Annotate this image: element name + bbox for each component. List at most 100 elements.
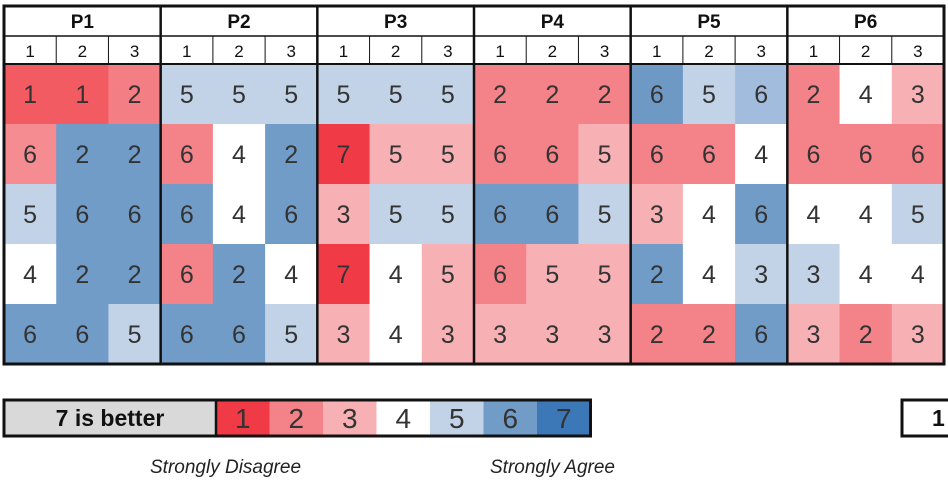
heatmap-cell	[4, 64, 57, 125]
column-header: 1	[339, 42, 348, 61]
heatmap-cell	[526, 124, 579, 185]
heatmap-cell	[160, 304, 214, 365]
heatmap-cell	[369, 304, 423, 365]
cell-value: 7	[336, 141, 350, 169]
column-header: 1	[652, 42, 661, 61]
cell-value: 2	[128, 81, 142, 109]
cell-value: 4	[911, 261, 925, 289]
cell-value: 1	[23, 81, 37, 109]
legend-swatch	[537, 400, 591, 436]
cell-value: 5	[598, 141, 612, 169]
legend-swatch	[216, 400, 270, 436]
cell-value: 5	[23, 201, 37, 229]
heatmap-cell	[212, 64, 266, 125]
cell-value: 4	[806, 201, 820, 229]
cell-value: 2	[232, 261, 246, 289]
heatmap-cell	[839, 244, 893, 305]
cell-value: 5	[284, 81, 298, 109]
legend-swatch	[376, 400, 431, 436]
cell-value: 6	[859, 141, 873, 169]
heatmap-cell	[212, 124, 266, 185]
heatmap-cell	[787, 124, 841, 185]
cell-value: 4	[23, 261, 37, 289]
heatmap-cell	[630, 244, 684, 305]
heatmap-cell	[787, 244, 841, 305]
group-header-p2: P2	[227, 12, 250, 33]
cell-value: 6	[493, 261, 507, 289]
cell-value: 6	[128, 201, 142, 229]
heatmap-cell	[160, 64, 214, 125]
cell-value: 4	[702, 261, 716, 289]
legend-swatch	[269, 400, 324, 436]
cell-value: 3	[911, 81, 925, 109]
heatmap-cell	[421, 184, 475, 245]
cell-value: 5	[284, 321, 298, 349]
heatmap-chart: 1 1 2 5 5 5 5 5 5 2 2 2 6 5 6 2 4 3 6 2 2 6 4 2 7 5 5 6 6 5 6 6 4 6 6 6 5 6 6 6…	[2, 4, 946, 366]
cell-value: 3	[545, 321, 559, 349]
heatmap-cell	[212, 244, 266, 305]
legend-value: 4	[395, 403, 411, 434]
heatmap-cell	[56, 304, 109, 365]
column-header: 2	[548, 42, 557, 61]
heatmap-cell	[56, 244, 109, 305]
heatmap-cell	[474, 124, 527, 185]
column-header: 1	[495, 42, 504, 61]
column-header: 3	[130, 42, 139, 61]
group-header-p6: P6	[854, 12, 877, 33]
heatmap-cell	[317, 244, 371, 305]
heatmap-cell	[421, 64, 475, 125]
heatmap-cell	[474, 244, 527, 305]
cell-value: 5	[702, 81, 716, 109]
legend-border	[2, 398, 592, 438]
partial-legend-box	[900, 398, 948, 438]
legend-value: 5	[449, 403, 465, 434]
cell-value: 2	[859, 321, 873, 349]
cell-value: 4	[389, 261, 403, 289]
cell-value: 5	[232, 81, 246, 109]
cell-value: 5	[911, 201, 925, 229]
cell-value: 5	[598, 261, 612, 289]
group-header-p3: P3	[384, 12, 407, 33]
heatmap-cell	[265, 304, 318, 365]
cell-value: 5	[598, 201, 612, 229]
heatmap-cell	[369, 124, 423, 185]
heatmap-cell	[265, 64, 318, 125]
column-header: 3	[913, 42, 922, 61]
heatmap-cell	[526, 304, 579, 365]
cell-value: 6	[180, 321, 194, 349]
cell-value: 3	[650, 201, 664, 229]
heatmap-cell	[630, 64, 684, 125]
cell-value: 7	[336, 261, 350, 289]
heatmap-cell	[474, 64, 527, 125]
heatmap-cell	[735, 304, 788, 365]
heatmap-cell	[630, 124, 684, 185]
cell-value: 1	[75, 81, 89, 109]
cell-value: 3	[806, 261, 820, 289]
cell-value: 4	[859, 261, 873, 289]
column-header: 3	[600, 42, 609, 61]
heatmap-cell	[839, 304, 893, 365]
column-header: 2	[704, 42, 713, 61]
cell-value: 2	[284, 141, 298, 169]
cell-value: 5	[336, 81, 350, 109]
cell-value: 6	[75, 321, 89, 349]
heatmap-cell	[4, 124, 57, 185]
cell-value: 6	[650, 141, 664, 169]
heatmap-cell	[891, 124, 945, 185]
cell-value: 6	[911, 141, 925, 169]
cell-value: 4	[859, 201, 873, 229]
cell-value: 2	[598, 81, 612, 109]
cell-value: 4	[702, 201, 716, 229]
heatmap-cell	[526, 244, 579, 305]
heatmap-cell	[682, 64, 736, 125]
cell-value: 3	[336, 201, 350, 229]
column-header: 1	[182, 42, 191, 61]
heatmap-cell	[421, 124, 475, 185]
group-header-p1: P1	[71, 12, 95, 33]
heatmap-cell	[526, 64, 579, 125]
heatmap-cell	[421, 244, 475, 305]
heatmap-cell	[108, 304, 162, 365]
heatmap-cell	[265, 124, 318, 185]
heatmap-cell	[578, 184, 632, 245]
legend-value: 2	[288, 403, 304, 434]
